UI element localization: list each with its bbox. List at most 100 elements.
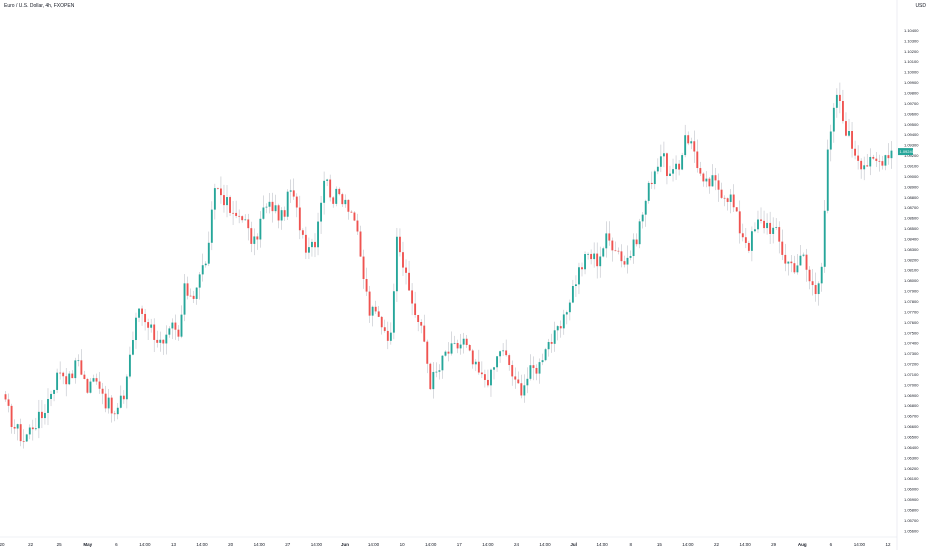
candle-up bbox=[50, 393, 52, 400]
candle-down bbox=[377, 311, 380, 317]
candle-up bbox=[253, 236, 256, 244]
candle-up bbox=[820, 266, 823, 284]
candle-down bbox=[110, 397, 113, 414]
candle-up bbox=[204, 263, 207, 266]
candle-down bbox=[304, 234, 307, 253]
candle-up bbox=[526, 378, 529, 386]
candle-up bbox=[311, 241, 313, 248]
candle-down bbox=[232, 212, 235, 214]
candle-down bbox=[477, 361, 480, 373]
candle-up bbox=[171, 322, 174, 329]
candle-up bbox=[529, 365, 532, 379]
candle-down bbox=[875, 158, 878, 161]
candle-up bbox=[750, 231, 753, 251]
candle-down bbox=[80, 360, 83, 375]
candle-up bbox=[605, 233, 608, 249]
time-tick-label: Jun bbox=[341, 542, 349, 547]
price-tick-label: 1.06700 bbox=[904, 414, 919, 419]
candle-up bbox=[638, 221, 641, 245]
candle-up bbox=[125, 376, 128, 400]
candle-down bbox=[386, 330, 389, 341]
candle-down bbox=[219, 188, 222, 196]
candle-up bbox=[587, 253, 590, 255]
candle-down bbox=[383, 327, 386, 331]
candle-down bbox=[411, 290, 414, 304]
candle-down bbox=[808, 269, 811, 282]
candle-down bbox=[687, 135, 690, 144]
candle-down bbox=[420, 322, 423, 326]
candle-down bbox=[362, 256, 365, 280]
time-tick-label: 24 bbox=[514, 542, 520, 547]
candle-down bbox=[429, 363, 432, 390]
candle-down bbox=[332, 197, 335, 204]
candle-up bbox=[496, 356, 498, 368]
candle-up bbox=[180, 314, 183, 337]
price-tick-label: 1.09900 bbox=[904, 80, 919, 85]
candle-up bbox=[493, 367, 495, 370]
candle-up bbox=[766, 222, 769, 229]
candle-down bbox=[192, 295, 195, 299]
candle-down bbox=[535, 367, 538, 374]
candle-down bbox=[277, 205, 280, 221]
candle-down bbox=[189, 295, 192, 297]
candle-down bbox=[635, 239, 638, 245]
price-tick-label: 1.08400 bbox=[904, 236, 919, 241]
candle-down bbox=[283, 210, 286, 217]
candle-down bbox=[4, 394, 7, 400]
candle-up bbox=[326, 179, 329, 181]
candle-up bbox=[632, 239, 635, 257]
time-tick-label: 14:00 bbox=[196, 542, 208, 547]
candle-down bbox=[292, 190, 295, 197]
candle-down bbox=[31, 427, 34, 430]
candle-down bbox=[854, 148, 857, 156]
candle-down bbox=[781, 241, 784, 255]
price-tick-label: 1.06800 bbox=[904, 403, 919, 408]
candle-down bbox=[229, 197, 231, 213]
price-tick-label: 1.07900 bbox=[904, 289, 919, 294]
candle-down bbox=[83, 374, 86, 379]
price-tick-label: 1.09100 bbox=[904, 163, 919, 168]
time-tick-label: 14:00 bbox=[368, 542, 380, 547]
candle-up bbox=[599, 256, 602, 267]
price-tick-label: 1.07800 bbox=[904, 299, 919, 304]
time-tick-label: 14:00 bbox=[539, 542, 551, 547]
candle-down bbox=[732, 194, 735, 208]
candle-up bbox=[37, 411, 40, 429]
candle-down bbox=[702, 173, 705, 182]
price-tick-label: 1.09600 bbox=[904, 111, 919, 116]
candle-up bbox=[644, 200, 647, 215]
time-tick-label: 14:00 bbox=[597, 542, 609, 547]
candle-up bbox=[462, 338, 465, 345]
candle-down bbox=[778, 227, 781, 242]
candle-down bbox=[738, 211, 741, 234]
price-tick-label: 1.08600 bbox=[904, 216, 919, 221]
candle-down bbox=[417, 314, 420, 323]
candle-down bbox=[760, 219, 762, 221]
candle-up bbox=[44, 412, 46, 419]
candle-down bbox=[881, 161, 884, 166]
candle-down bbox=[144, 313, 147, 323]
candle-up bbox=[802, 254, 805, 256]
candle-down bbox=[872, 156, 875, 159]
candle-up bbox=[317, 221, 319, 248]
candle-up bbox=[286, 191, 289, 217]
candle-down bbox=[608, 233, 611, 241]
price-tick-label: 1.06000 bbox=[904, 487, 919, 492]
candle-down bbox=[405, 267, 407, 273]
candle-down bbox=[617, 250, 620, 252]
candle-down bbox=[380, 316, 383, 328]
candle-up bbox=[450, 343, 453, 354]
candle-up bbox=[274, 205, 277, 212]
price-tick-label: 1.07400 bbox=[904, 341, 919, 346]
candle-up bbox=[602, 248, 605, 257]
time-tick-label: 12 bbox=[885, 542, 891, 547]
price-tick-label: 1.10200 bbox=[904, 49, 919, 54]
candle-down bbox=[368, 291, 371, 316]
candle-up bbox=[268, 201, 271, 207]
time-tick-label: 22 bbox=[714, 542, 720, 547]
candle-up bbox=[307, 247, 310, 253]
time-tick-label: 14:00 bbox=[739, 542, 751, 547]
candle-up bbox=[392, 291, 395, 333]
candle-down bbox=[298, 207, 301, 231]
